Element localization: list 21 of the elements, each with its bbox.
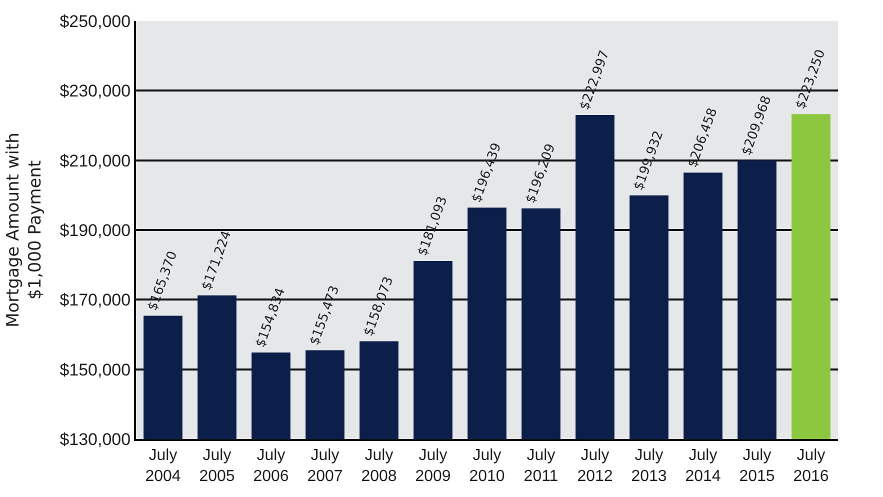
x-tick-label: July 2008 <box>361 447 397 485</box>
x-tick-label: July 2016 <box>793 447 829 485</box>
x-tick-label: July 2006 <box>253 447 289 485</box>
y-tick-label: $130,000 <box>60 430 131 449</box>
y-axis-title: Mortgage Amount with $1,000 Payment <box>4 132 46 328</box>
x-tick-label: July 2007 <box>307 447 343 485</box>
x-tick-label: July 2005 <box>199 447 235 485</box>
y-tick-label: $230,000 <box>60 82 131 101</box>
x-tick-label: July 2014 <box>685 447 721 485</box>
x-tick-label: July 2011 <box>524 447 558 485</box>
y-tick-label: $150,000 <box>60 360 131 380</box>
x-tick-label: July 2013 <box>631 447 667 485</box>
y-tick-label: $250,000 <box>60 12 131 31</box>
y-tick-label: $210,000 <box>60 151 131 170</box>
x-tick-label: July 2012 <box>577 447 613 485</box>
x-tick-label: July 2004 <box>145 447 181 485</box>
x-tick-label: July 2015 <box>739 447 775 485</box>
x-tick-label: July 2009 <box>415 447 451 485</box>
y-tick-label: $190,000 <box>60 220 131 240</box>
y-tick-label: $170,000 <box>60 290 131 310</box>
x-tick-label: July 2010 <box>469 447 505 485</box>
